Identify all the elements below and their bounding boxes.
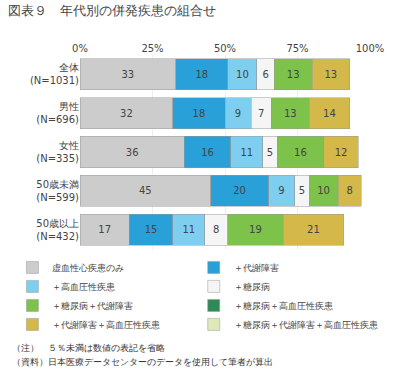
svg-text:6: 6 (262, 69, 268, 80)
svg-text:＋糖尿病: ＋糖尿病 (234, 282, 270, 292)
svg-text:13: 13 (287, 69, 300, 80)
svg-text:32: 32 (120, 108, 133, 119)
svg-text:36: 36 (126, 147, 139, 158)
svg-text:16: 16 (294, 147, 307, 158)
svg-text:虚血性心疾患のみ: 虚血性心疾患のみ (52, 263, 124, 273)
svg-text:19: 19 (249, 224, 262, 235)
svg-text:0%: 0% (72, 43, 88, 54)
svg-text:18: 18 (195, 69, 208, 80)
svg-text:17: 17 (98, 224, 111, 235)
svg-text:＋高血圧性疾患: ＋高血圧性疾患 (52, 282, 115, 292)
svg-text:13: 13 (284, 108, 297, 119)
svg-text:25%: 25% (141, 43, 163, 54)
svg-text:100%: 100% (356, 43, 385, 54)
svg-text:50%: 50% (214, 43, 236, 54)
svg-text:全体(N=1031): 全体(N=1031) (30, 62, 79, 86)
svg-text:9: 9 (235, 108, 241, 119)
svg-text:（注） ５％未満は数値の表記を省略: （注） ５％未満は数値の表記を省略 (12, 343, 165, 353)
svg-text:12: 12 (335, 147, 348, 158)
svg-text:16: 16 (201, 147, 214, 158)
svg-text:8: 8 (347, 185, 353, 196)
svg-text:男性(N=696): 男性(N=696) (36, 101, 79, 125)
svg-text:50歳未満(N=599): 50歳未満(N=599) (36, 179, 79, 203)
svg-text:8: 8 (213, 224, 219, 235)
svg-text:10: 10 (317, 185, 330, 196)
svg-text:＋代謝障害＋高血圧性疾患: ＋代謝障害＋高血圧性疾患 (52, 320, 160, 330)
svg-text:11: 11 (182, 224, 195, 235)
svg-text:50歳以上(N=432): 50歳以上(N=432) (36, 218, 79, 242)
svg-text:15: 15 (145, 224, 158, 235)
svg-text:14: 14 (323, 108, 336, 119)
svg-text:7: 7 (258, 108, 264, 119)
svg-text:13: 13 (324, 69, 337, 80)
svg-text:図表９ 年代別の併発疾患の組合せ: 図表９ 年代別の併発疾患の組合せ (8, 3, 216, 18)
svg-text:5: 5 (267, 147, 273, 158)
svg-text:（資料）日本医療データセンターのデータを使用して筆者が算出: （資料）日本医療データセンターのデータを使用して筆者が算出 (12, 357, 273, 367)
svg-text:＋糖尿病＋代謝障害＋高血圧性疾患: ＋糖尿病＋代謝障害＋高血圧性疾患 (234, 320, 378, 330)
svg-text:18: 18 (193, 108, 206, 119)
svg-text:10: 10 (236, 69, 249, 80)
svg-text:5: 5 (299, 185, 305, 196)
svg-text:11: 11 (240, 147, 253, 158)
svg-text:＋糖尿病＋代謝障害: ＋糖尿病＋代謝障害 (52, 301, 133, 311)
svg-text:75%: 75% (286, 43, 308, 54)
svg-text:20: 20 (233, 185, 246, 196)
svg-text:45: 45 (139, 185, 152, 196)
svg-text:21: 21 (307, 224, 320, 235)
svg-text:＋代謝障害: ＋代謝障害 (234, 263, 279, 273)
svg-text:女性(N=335): 女性(N=335) (36, 140, 79, 164)
svg-text:9: 9 (278, 185, 284, 196)
svg-text:33: 33 (121, 69, 134, 80)
svg-text:＋糖尿病＋高血圧性疾患: ＋糖尿病＋高血圧性疾患 (234, 301, 333, 311)
